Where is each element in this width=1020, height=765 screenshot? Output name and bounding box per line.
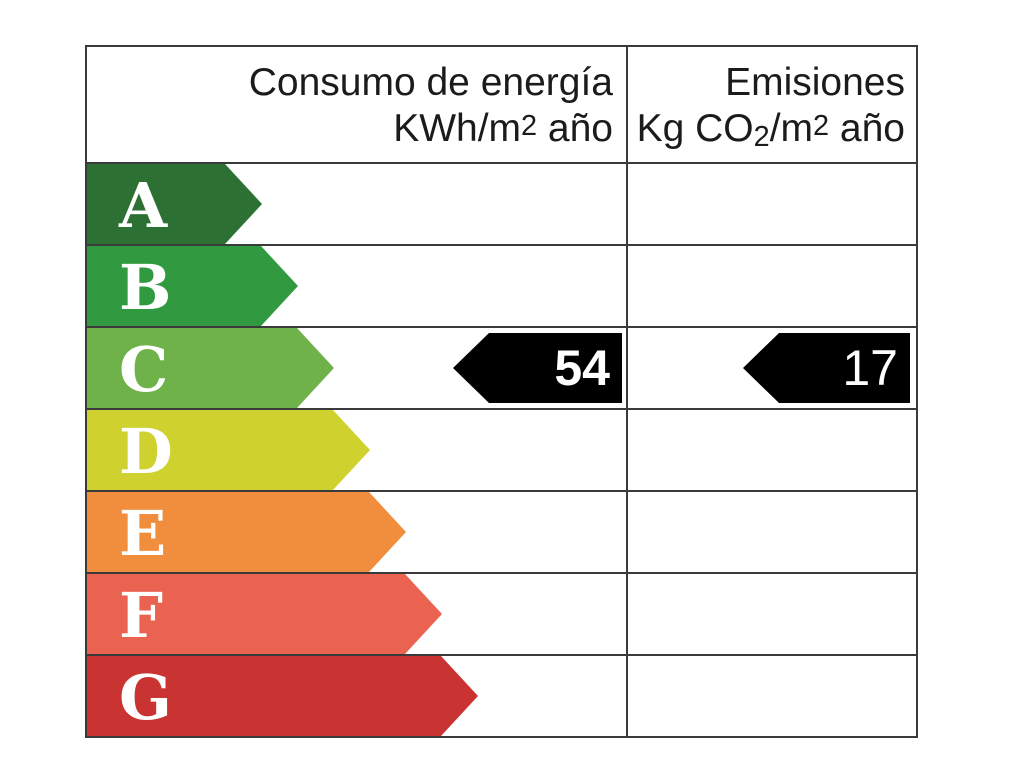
rating-row-g: G xyxy=(87,654,916,736)
rating-row-b: B xyxy=(87,244,916,326)
consumption-header: Consumo de energía KWh/m2 año xyxy=(87,47,628,162)
rating-row-d: D xyxy=(87,408,916,490)
rating-letter-g: G xyxy=(119,661,172,734)
rating-letter-f: F xyxy=(119,579,164,652)
rating-arrow-g: G xyxy=(87,656,478,736)
table-header: Consumo de energía KWh/m2 año Emisiones … xyxy=(87,47,916,162)
emissions-value: 17 xyxy=(842,340,898,396)
rating-letter-d: D xyxy=(119,415,173,488)
consumption-unit: KWh/m2 año xyxy=(393,107,613,150)
rating-row-e: E xyxy=(87,490,916,572)
rating-arrow-e: E xyxy=(87,492,406,572)
column-divider xyxy=(626,47,628,736)
consumption-title: Consumo de energía xyxy=(248,61,613,104)
rating-letter-c: C xyxy=(119,333,169,406)
emissions-title: Emisiones xyxy=(725,61,905,104)
rating-arrow-b: B xyxy=(87,246,298,326)
rating-row-a: A xyxy=(87,162,916,244)
rating-arrow-d: D xyxy=(87,410,370,490)
superscript-2: 2 xyxy=(521,109,538,142)
consumption-value-arrow: 54 xyxy=(453,333,622,403)
energy-rating-table: Consumo de energía KWh/m2 año Emisiones … xyxy=(85,45,918,738)
rating-letter-e: E xyxy=(119,497,167,570)
rating-letter-a: A xyxy=(119,169,168,242)
subscript-2: 2 xyxy=(753,121,770,154)
emissions-value-arrow: 17 xyxy=(743,333,910,403)
superscript-2: 2 xyxy=(813,109,830,142)
consumption-value: 54 xyxy=(554,340,610,396)
rating-row-f: F xyxy=(87,572,916,654)
rating-row-c: C 54 17 xyxy=(87,326,916,408)
rating-arrow-a: A xyxy=(87,164,262,244)
emissions-unit: Kg CO2/m2 año xyxy=(636,107,905,154)
emissions-header: Emisiones Kg CO2/m2 año xyxy=(628,47,916,162)
rating-arrow-c: C xyxy=(87,328,334,408)
rating-arrow-f: F xyxy=(87,574,442,654)
rating-letter-b: B xyxy=(119,251,172,324)
